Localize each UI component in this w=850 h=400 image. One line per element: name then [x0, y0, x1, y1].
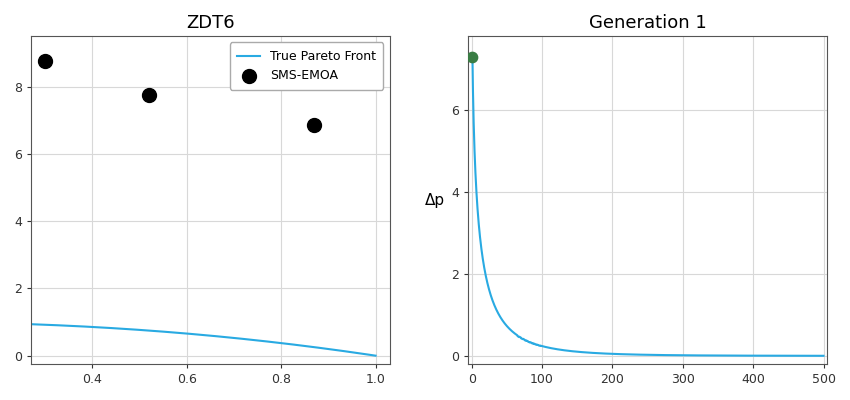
- True Pareto Front: [212, 334, 223, 339]
- True Pareto Front: [309, 345, 319, 350]
- Y-axis label: Δp: Δp: [424, 193, 445, 208]
- True Pareto Front: [371, 353, 381, 358]
- Legend: True Pareto Front, SMS-EMOA: True Pareto Front, SMS-EMOA: [230, 42, 383, 90]
- True Pareto Front: [231, 336, 241, 340]
- SMS-EMOA: [308, 122, 321, 128]
- SMS-EMOA: [38, 58, 52, 65]
- True Pareto Front: [190, 332, 200, 337]
- True Pareto Front: [362, 352, 372, 357]
- Title: ZDT6: ZDT6: [186, 14, 235, 32]
- Title: Generation 1: Generation 1: [589, 14, 706, 32]
- Line: True Pareto Front: True Pareto Front: [31, 324, 376, 356]
- SMS-EMOA: [142, 92, 156, 98]
- Point: [466, 54, 479, 60]
- True Pareto Front: [26, 322, 36, 327]
- True Pareto Front: [191, 332, 201, 337]
